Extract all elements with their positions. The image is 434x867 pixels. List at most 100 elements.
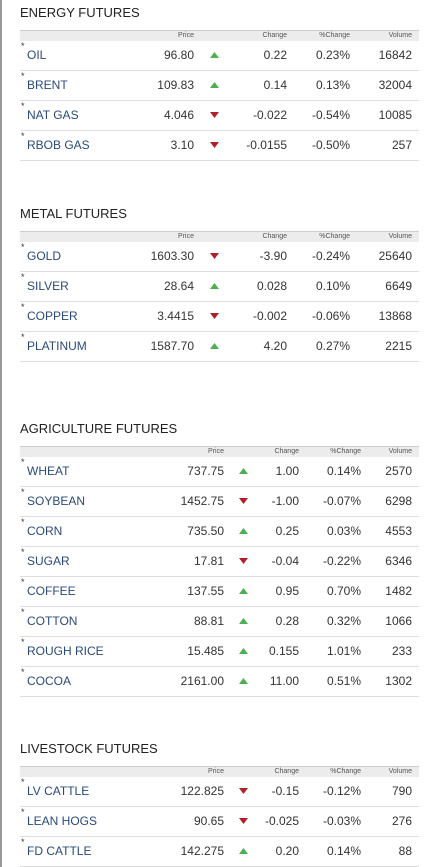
arrow-shape	[238, 498, 248, 504]
commodity-name: OIL	[27, 48, 47, 62]
column-header: Volume	[388, 448, 412, 455]
price: 96.80	[163, 48, 194, 62]
commodity-name: COFFEE	[27, 584, 76, 598]
down-arrow	[209, 253, 219, 259]
up-arrow	[209, 82, 219, 88]
row-marker: *	[21, 242, 25, 252]
down-arrow	[209, 112, 219, 118]
percent-change: 0.51%	[326, 674, 361, 688]
volume: 257	[391, 138, 412, 152]
commodity-name: ROUGH RICE	[27, 644, 104, 658]
change: 0.95	[275, 584, 299, 598]
price: 122.825	[180, 784, 224, 798]
change: -0.0155	[246, 138, 287, 152]
price: 88.81	[193, 614, 224, 628]
table-row: * BRENT 109.83 0.14 0.13% 32004	[20, 70, 419, 101]
price: 735.50	[187, 524, 224, 538]
arrow-shape	[209, 283, 219, 289]
up-arrow	[209, 343, 219, 349]
up-arrow	[238, 588, 248, 594]
table-row: * RBOB GAS 3.10 -0.0155 -0.50% 257	[20, 130, 419, 161]
percent-change: -0.07%	[322, 494, 361, 508]
price: 2161.00	[180, 674, 224, 688]
change: 1.00	[275, 464, 299, 478]
row-marker: *	[21, 807, 25, 817]
table-row: * SOYBEAN 1452.75 -1.00 -0.07% 6298	[20, 486, 419, 517]
table-row: * GOLD 1603.30 -3.90 -0.24% 25640	[20, 241, 419, 272]
column-header: Volume	[388, 768, 412, 775]
down-arrow	[238, 788, 248, 794]
row-marker: *	[21, 607, 25, 617]
percent-change: 0.14%	[326, 844, 361, 858]
price: 90.65	[193, 814, 224, 828]
price: 1452.75	[180, 494, 224, 508]
volume: 1066	[385, 614, 412, 628]
row-marker: *	[21, 517, 25, 527]
up-arrow	[238, 468, 248, 474]
row-marker: *	[21, 71, 25, 81]
volume: 1302	[385, 674, 412, 688]
section-title: ENERGY FUTURES	[20, 5, 140, 20]
table-row: * COTTON 88.81 0.28 0.32% 1066	[20, 606, 419, 637]
price: 28.64	[163, 279, 194, 293]
percent-change: -0.54%	[311, 108, 350, 122]
arrow-shape	[238, 818, 248, 824]
arrow-shape	[238, 468, 248, 474]
volume: 233	[391, 644, 412, 658]
commodity-name: SILVER	[27, 279, 69, 293]
commodity-name: LEAN HOGS	[27, 814, 98, 828]
arrow-shape	[238, 788, 248, 794]
percent-change: 1.01%	[326, 644, 361, 658]
volume: 2570	[385, 464, 412, 478]
arrow-shape	[238, 528, 248, 534]
row-marker: *	[21, 457, 25, 467]
arrow-shape	[209, 82, 219, 88]
commodity-name: PLATINUM	[27, 339, 87, 353]
table-row: * ROUGH RICE 15.485 0.155 1.01% 233	[20, 636, 419, 667]
column-header: %Change	[330, 768, 361, 775]
row-marker: *	[21, 131, 25, 141]
table-row: * COFFEE 137.55 0.95 0.70% 1482	[20, 576, 419, 607]
column-header: Price	[178, 32, 194, 39]
change: 0.22	[263, 48, 287, 62]
up-arrow	[209, 52, 219, 58]
table-row: * OIL 96.80 0.22 0.23% 16842	[20, 40, 419, 71]
arrow-shape	[209, 112, 219, 118]
percent-change: 0.27%	[315, 339, 350, 353]
change: -0.15	[271, 784, 299, 798]
down-arrow	[209, 142, 219, 148]
row-marker: *	[21, 101, 25, 111]
row-marker: *	[21, 41, 25, 51]
commodity-name: FD CATTLE	[27, 844, 92, 858]
up-arrow	[209, 283, 219, 289]
arrow-shape	[238, 588, 248, 594]
column-header: Volume	[388, 233, 412, 240]
up-arrow	[238, 848, 248, 854]
down-arrow	[209, 313, 219, 319]
arrow-shape	[238, 678, 248, 684]
volume: 32004	[378, 78, 412, 92]
price: 109.83	[157, 78, 194, 92]
column-header: Volume	[388, 32, 412, 39]
row-marker: *	[21, 777, 25, 787]
percent-change: 0.10%	[315, 279, 350, 293]
change: -0.04	[271, 554, 299, 568]
table-row: * CORN 735.50 0.25 0.03% 4553	[20, 516, 419, 547]
commodity-name: WHEAT	[27, 464, 70, 478]
volume: 88	[398, 844, 412, 858]
row-marker: *	[21, 637, 25, 647]
up-arrow	[238, 618, 248, 624]
section-title: AGRICULTURE FUTURES	[20, 421, 178, 436]
commodity-name: CORN	[27, 524, 63, 538]
arrow-shape	[209, 52, 219, 58]
up-arrow	[238, 678, 248, 684]
column-header: %Change	[319, 233, 350, 240]
arrow-shape	[238, 558, 248, 564]
column-header: Change	[274, 448, 299, 455]
commodity-name: COCOA	[27, 674, 72, 688]
change: -3.90	[259, 249, 287, 263]
down-arrow	[238, 558, 248, 564]
up-arrow	[238, 648, 248, 654]
table-row: * COCOA 2161.00 11.00 0.51% 1302	[20, 666, 419, 697]
price: 3.4415	[157, 309, 194, 323]
